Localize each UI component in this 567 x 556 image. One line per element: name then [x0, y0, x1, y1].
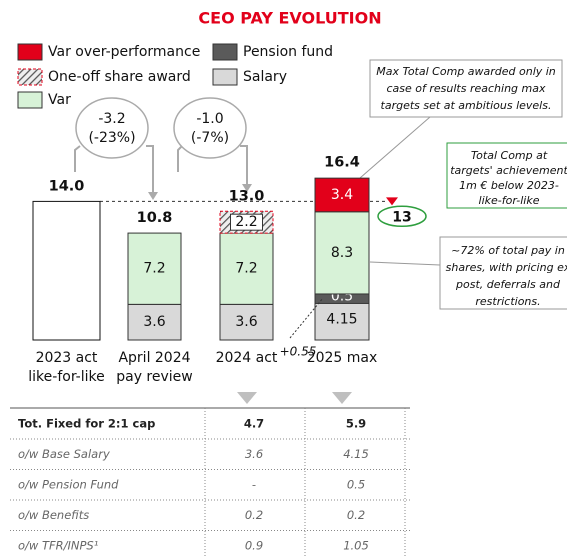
- change-label-line: (-7%): [191, 130, 229, 146]
- callout-text-line: targets' achievement: [450, 164, 567, 177]
- callout-text: ~72% of total pay in shares, with pricing…: [446, 244, 567, 308]
- connector: [240, 145, 248, 186]
- change-bubble: [173, 97, 247, 159]
- total-label: 10.8: [137, 210, 173, 226]
- label-bg: [230, 213, 263, 231]
- legend-swatch: [17, 68, 43, 86]
- callout-text: Total Comp at targets' achievement 1m € be…: [450, 149, 567, 207]
- callout-pointer: [359, 116, 431, 179]
- callout-text-line: like-for-like: [479, 194, 540, 207]
- bar-segment: [127, 303, 182, 341]
- segment-label: 7.2: [235, 261, 257, 277]
- legend-label: Pension fund: [243, 44, 333, 60]
- segment-label: 8.3: [331, 245, 353, 261]
- bar-segment: [127, 232, 182, 305]
- legend-label: Var: [48, 92, 71, 108]
- callout-text-line: restrictions.: [475, 295, 540, 308]
- arrowhead: [242, 184, 252, 192]
- down-arrow: [237, 392, 257, 404]
- callout-text-line: Total Comp at: [471, 149, 548, 162]
- bar-segment: [219, 232, 274, 305]
- bar: [32, 200, 101, 341]
- callout-box: [369, 59, 563, 118]
- callout-text-line: targets set at ambitious levels.: [381, 99, 552, 112]
- target-label: 13: [392, 209, 411, 225]
- x-tick-label: 2023 act like-for-like: [28, 350, 104, 385]
- x-tick-label: April 2024 pay review: [116, 350, 193, 385]
- connector: [177, 145, 183, 172]
- arrowhead: [148, 192, 158, 200]
- x-tick-label-line: April 2024: [118, 350, 190, 366]
- table-cell: 5.9: [346, 417, 366, 431]
- callout-text-line: shares, with pricing ex: [446, 261, 567, 274]
- segment-label: 3.4: [331, 187, 353, 203]
- change-label-line: (-23%): [88, 130, 135, 146]
- segment-label: 7.2: [143, 261, 165, 277]
- callout-pointer: [369, 261, 441, 266]
- segment-label: 2.2: [235, 214, 257, 230]
- table-cell: o/w Pension Fund: [18, 478, 119, 492]
- segment-label: 3.6: [143, 314, 165, 330]
- table-cell: 0.9: [245, 539, 263, 553]
- table-cell: 4.7: [244, 417, 264, 431]
- increment-arrow: [289, 297, 324, 339]
- x-tick-label-line: 2024 act: [216, 350, 278, 366]
- chart-title: CEO PAY EVOLUTION: [198, 9, 381, 28]
- x-tick-label-line: 2025 max: [307, 350, 378, 366]
- x-tick-label: 2024 act: [216, 350, 278, 366]
- segment-label: 3.6: [235, 314, 257, 330]
- legend-swatch: [212, 43, 238, 61]
- callout-text: Max Total Comp awarded only in case of re…: [376, 65, 556, 112]
- bar-segment: [314, 177, 370, 213]
- connector: [146, 145, 154, 194]
- segment-label: 4.15: [326, 311, 357, 327]
- table-cell: 3.6: [245, 447, 263, 461]
- change-label-line: -3.2: [98, 111, 125, 127]
- legend-swatch: [17, 91, 43, 109]
- table-cell: Tot. Fixed for 2:1 cap: [18, 417, 155, 431]
- legend-swatch: [17, 43, 43, 61]
- target-oval: [377, 205, 427, 228]
- table-cell: -: [252, 478, 256, 492]
- change-label: -1.0 (-7%): [191, 111, 229, 146]
- legend-swatch: [212, 68, 238, 86]
- total-label: 14.0: [49, 178, 85, 194]
- callout-text-line: 1m € below 2023-: [459, 179, 559, 192]
- target-marker: [386, 197, 398, 206]
- legend-label: One-off share award: [48, 69, 191, 85]
- connector: [74, 145, 81, 172]
- change-label: -3.2 (-23%): [88, 111, 135, 146]
- bar-segment: [314, 298, 370, 341]
- legend-label: Salary: [243, 69, 287, 85]
- table-cell: o/w Base Salary: [18, 447, 110, 461]
- increment-label: +0.55: [280, 345, 317, 359]
- callout-box: [446, 142, 567, 209]
- down-arrow: [332, 392, 352, 404]
- callout-box: [439, 236, 567, 310]
- table-cell: 0.2: [245, 508, 263, 522]
- legend-label: Var over-performance: [48, 44, 200, 60]
- total-label: 13.0: [229, 188, 265, 204]
- bar-segment: [314, 211, 370, 295]
- callout-text-line: case of results reaching max: [387, 82, 546, 95]
- change-label-line: -1.0: [196, 111, 223, 127]
- table-cell: o/w Benefits: [18, 508, 89, 522]
- x-tick-label-line: 2023 act: [36, 350, 98, 366]
- table-cell: o/w TFR/INPS¹: [18, 539, 98, 553]
- x-tick-label-line: like-for-like: [28, 369, 104, 385]
- bar-segment: [219, 303, 274, 341]
- x-tick-label-line: pay review: [116, 369, 193, 385]
- table-cell: 1.05: [343, 539, 369, 553]
- total-label: 16.4: [324, 155, 360, 171]
- callout-text-line: post, deferrals and: [455, 278, 561, 291]
- x-tick-label: 2025 max: [307, 350, 378, 366]
- table-cell: 0.5: [347, 478, 365, 492]
- change-bubble: [75, 97, 149, 159]
- callout-text-line: ~72% of total pay in: [451, 244, 565, 257]
- table-cell: 0.2: [347, 508, 365, 522]
- table-cell: 4.15: [343, 447, 369, 461]
- callout-text-line: Max Total Comp awarded only in: [376, 65, 556, 78]
